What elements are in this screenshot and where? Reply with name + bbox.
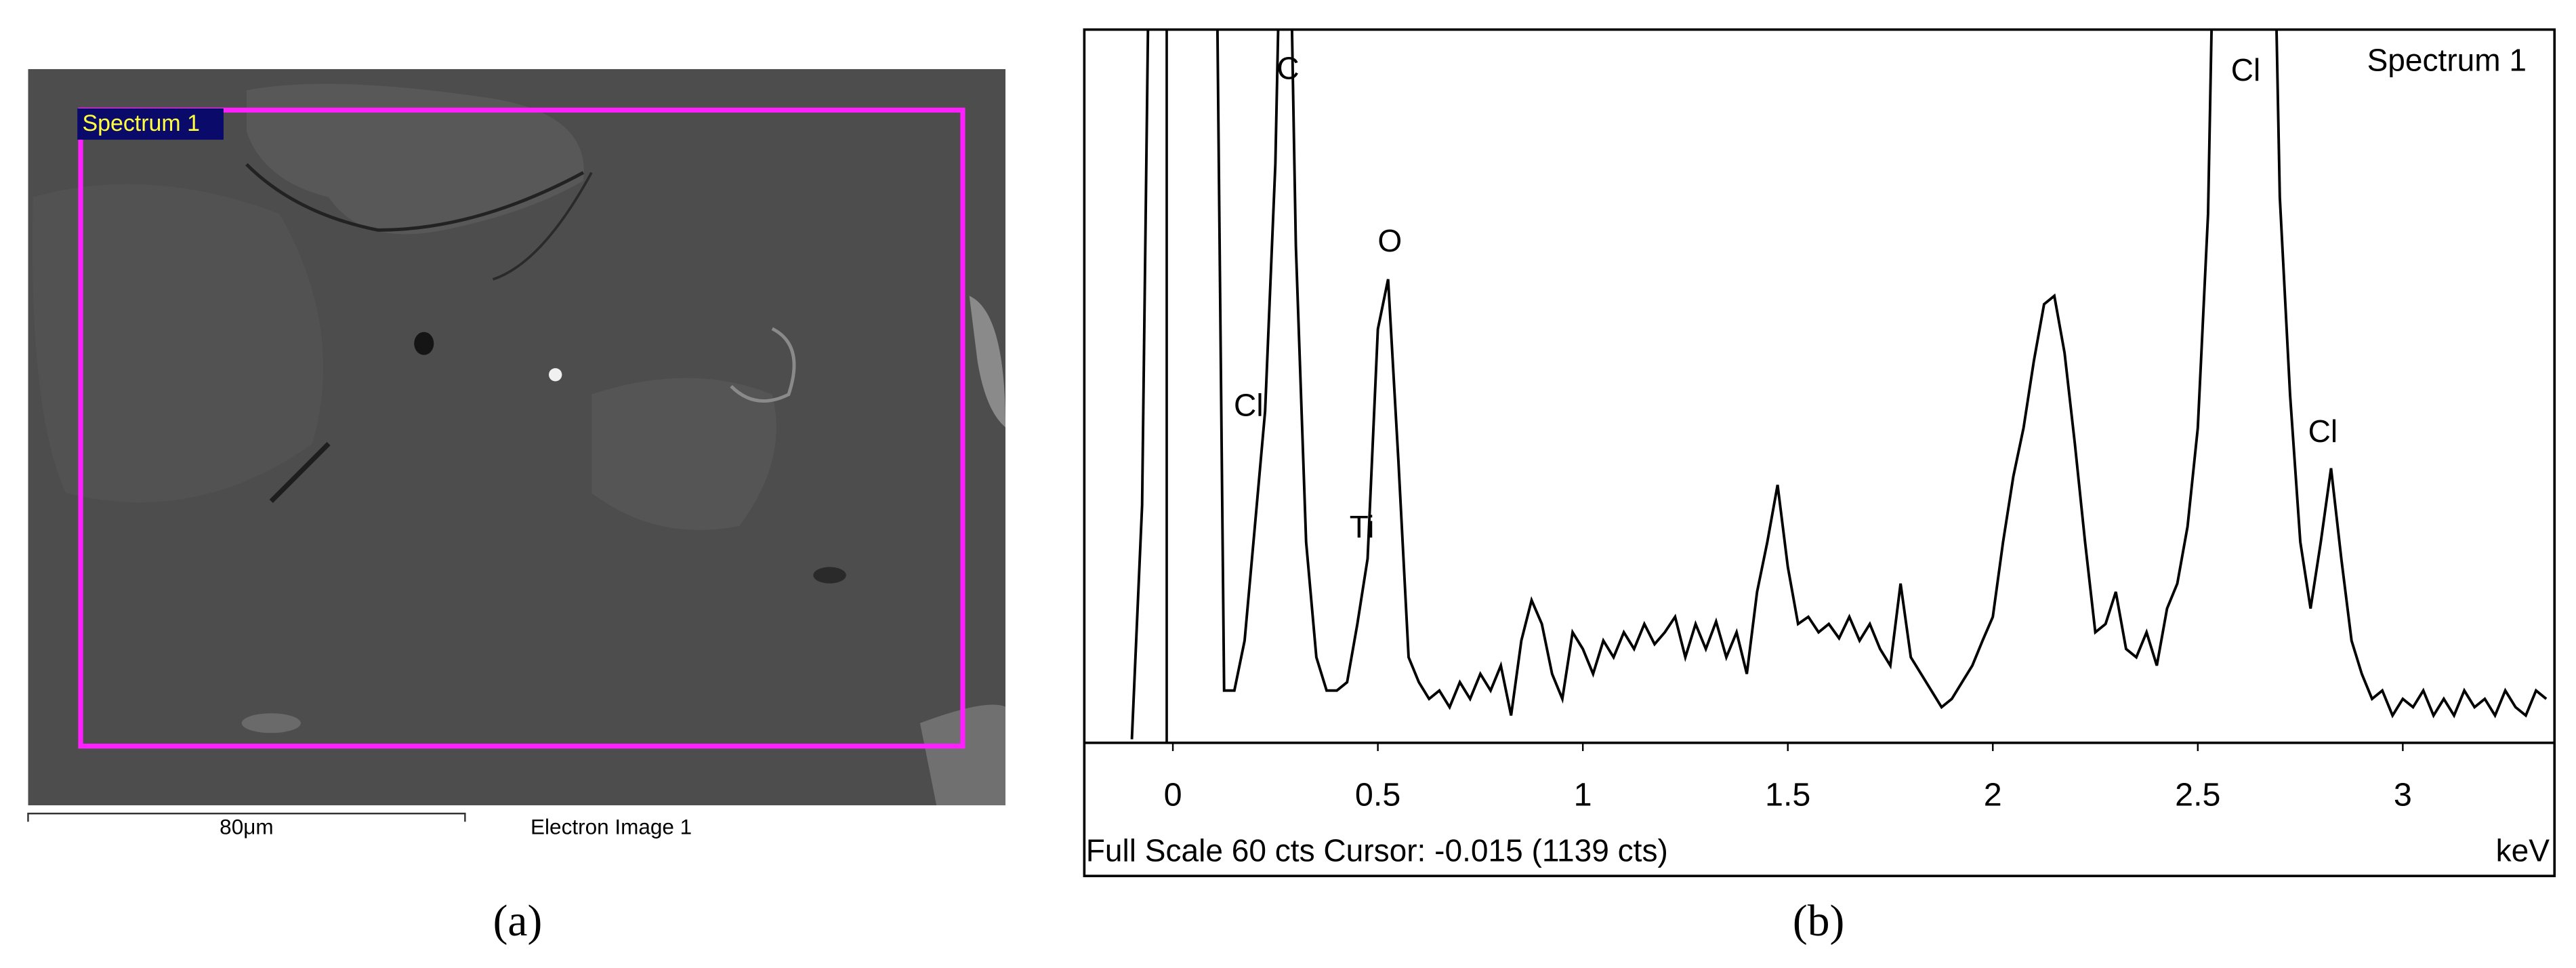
x-tick-label: 0.5 bbox=[1355, 777, 1400, 813]
surface-patch bbox=[591, 378, 776, 530]
peak-label: O bbox=[1377, 223, 1402, 258]
x-tick-label: 1.5 bbox=[1765, 777, 1810, 813]
peak-label: Cl bbox=[2308, 414, 2338, 449]
peak-label: Ti bbox=[1350, 509, 1375, 544]
x-unit: keV bbox=[2496, 832, 2550, 868]
spectrum-region bbox=[78, 107, 965, 749]
particle bbox=[548, 368, 562, 382]
ridge bbox=[730, 327, 796, 403]
label-box-text: Spectrum 1 bbox=[82, 110, 200, 136]
peak-label: C bbox=[1276, 50, 1299, 85]
scale-bar bbox=[27, 812, 466, 822]
crack bbox=[269, 442, 331, 504]
sem-image bbox=[28, 68, 1005, 805]
label-box bbox=[77, 108, 224, 140]
surface-patch bbox=[246, 83, 584, 235]
chart-title: Spectrum 1 bbox=[2367, 42, 2527, 77]
caption-b: (b) bbox=[1793, 897, 1844, 946]
surface-patch bbox=[32, 184, 324, 503]
footer: Full Scale 60 cts Cursor: -0.015 (1139 c… bbox=[1086, 832, 1668, 868]
x-tick-label: 2.5 bbox=[2175, 777, 2220, 813]
image-title: Electron Image 1 bbox=[531, 814, 692, 839]
pore bbox=[813, 567, 846, 584]
plot-frame bbox=[1083, 28, 2556, 878]
peak-label: Cl bbox=[1234, 387, 1263, 422]
crack bbox=[245, 163, 585, 232]
plot-area bbox=[1130, 29, 2548, 743]
x-tick-label: 1 bbox=[1574, 777, 1592, 813]
crack bbox=[492, 172, 593, 281]
peak-label: Cl bbox=[2231, 52, 2260, 87]
surface-edge bbox=[969, 296, 1005, 428]
spectrum-line bbox=[1130, 29, 2548, 740]
surface-edge bbox=[919, 704, 1005, 805]
scale-bar-label: 80μm bbox=[220, 814, 273, 839]
x-tick-label: 0 bbox=[1164, 777, 1182, 813]
x-tick-label: 2 bbox=[1984, 777, 2002, 813]
caption-a: (a) bbox=[493, 897, 543, 946]
pore bbox=[414, 331, 434, 355]
surface-patch bbox=[241, 713, 301, 733]
x-tick-label: 3 bbox=[2394, 777, 2412, 813]
